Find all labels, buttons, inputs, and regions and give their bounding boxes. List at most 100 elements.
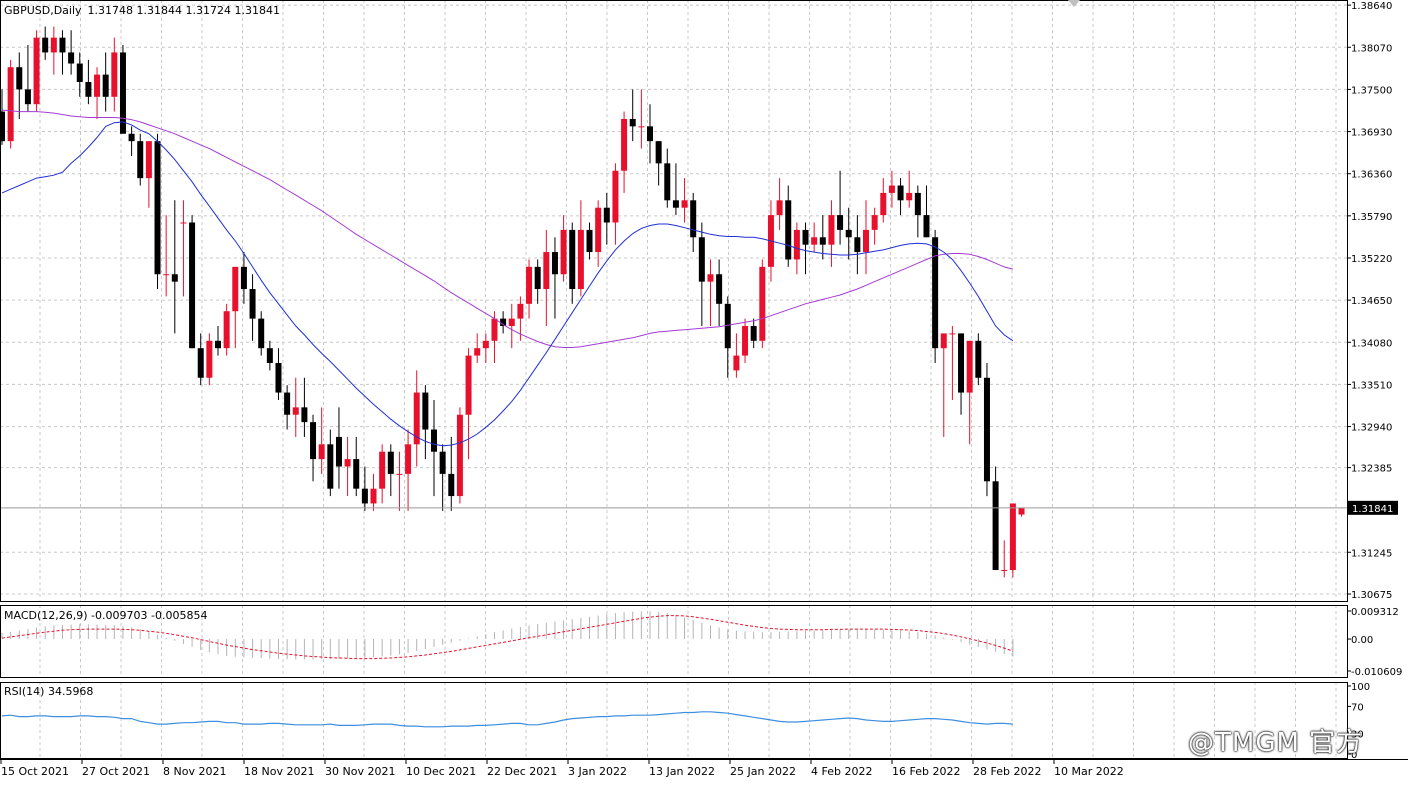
candle-body xyxy=(94,74,101,97)
candle-body xyxy=(284,392,291,415)
candle-body xyxy=(517,303,524,319)
candle-body xyxy=(413,392,420,445)
candle-body xyxy=(543,252,550,290)
macd-tick-label: 0.009312 xyxy=(1351,607,1399,618)
candle-body xyxy=(128,133,135,142)
candle-body xyxy=(439,451,446,474)
candle-body xyxy=(811,237,818,245)
candle-body xyxy=(888,185,895,193)
candle-body xyxy=(526,266,533,304)
candle-body xyxy=(759,266,766,341)
time-tick-label: 4 Feb 2022 xyxy=(811,765,872,778)
candle-body xyxy=(85,82,92,97)
candle-body xyxy=(586,229,593,253)
macd-histogram xyxy=(1,611,1014,660)
candle-body xyxy=(629,118,636,127)
candle-body xyxy=(906,192,913,201)
panel-frames xyxy=(0,0,1408,760)
candle-body xyxy=(42,37,49,53)
candle-body xyxy=(690,200,697,238)
candle-body xyxy=(275,362,282,393)
candle-body xyxy=(119,52,126,134)
candle-body xyxy=(828,215,835,245)
rsi-line xyxy=(1,711,1013,728)
price-tick-label: 1.30675 xyxy=(1351,590,1392,601)
candle-body xyxy=(793,229,800,260)
candle-body xyxy=(111,52,118,97)
candle-body xyxy=(370,488,377,504)
candle-body xyxy=(750,326,757,341)
macd-tick-label: 0.00 xyxy=(1351,635,1373,646)
candle-body xyxy=(1009,503,1016,571)
macd-tick-label: -0.010609 xyxy=(1351,667,1402,678)
candle-body xyxy=(482,340,489,349)
time-tick-label: 18 Nov 2021 xyxy=(244,765,314,778)
candle-body xyxy=(983,377,990,482)
candle-body xyxy=(361,488,368,504)
time-tick-label: 22 Dec 2021 xyxy=(487,765,557,778)
current-price-tag: 1.31841 xyxy=(1348,500,1398,515)
candle-body xyxy=(621,118,628,171)
candle-body xyxy=(232,266,239,312)
price-tick-label: 1.36360 xyxy=(1351,170,1392,181)
candle-body xyxy=(897,185,904,201)
candle-body xyxy=(975,340,982,378)
candle-body xyxy=(569,229,576,290)
price-tick-label: 1.38070 xyxy=(1351,43,1392,54)
candle-body xyxy=(448,473,455,497)
chart-symbol-label: GBPUSD,Daily 1.31748 1.31844 1.31724 1.31… xyxy=(4,4,280,17)
candle-body xyxy=(102,74,109,97)
candle-body xyxy=(707,274,714,282)
candle-body xyxy=(603,207,610,223)
time-tick-label: 13 Jan 2022 xyxy=(649,765,715,778)
candle-body xyxy=(163,274,170,276)
candle-body xyxy=(422,392,429,430)
candle-body xyxy=(180,222,187,224)
slow-moving-average-line xyxy=(1,109,1014,348)
candle-body xyxy=(197,348,204,378)
ohlc-text: 1.31748 1.31844 1.31724 1.31841 xyxy=(88,4,280,17)
candle-body xyxy=(456,414,463,497)
time-tick-label: 8 Nov 2021 xyxy=(163,765,226,778)
rsi-tick-label: 30 xyxy=(1351,730,1364,741)
candle-body xyxy=(819,237,826,245)
price-tick-label: 1.38640 xyxy=(1351,1,1392,12)
candle-body xyxy=(292,407,299,415)
panel-frame xyxy=(0,682,1348,759)
grid-lines xyxy=(0,0,1347,758)
candle-body xyxy=(923,215,930,238)
time-tick-label: 27 Oct 2021 xyxy=(82,765,150,778)
price-tick-label: 1.35790 xyxy=(1351,212,1392,223)
candle-body xyxy=(33,37,40,105)
time-tick-label: 15 Oct 2021 xyxy=(1,765,69,778)
candle-body xyxy=(854,237,861,253)
candle-body xyxy=(880,192,887,216)
candle-body xyxy=(940,333,947,349)
candle-body xyxy=(171,274,178,282)
candle-body xyxy=(698,237,705,282)
candle-body xyxy=(871,215,878,230)
candle-body xyxy=(258,318,265,349)
candle-body xyxy=(560,229,567,275)
symbol-text: GBPUSD,Daily xyxy=(4,4,82,17)
price-tick-label: 1.34080 xyxy=(1351,338,1392,349)
candle-body xyxy=(223,311,230,349)
candle-body xyxy=(335,436,342,467)
rsi-label: RSI(14) 34.5968 xyxy=(4,685,93,698)
candle-body xyxy=(310,422,317,460)
candle-body xyxy=(474,348,481,356)
candle-body xyxy=(958,333,965,393)
candle-body xyxy=(500,318,507,327)
price-tick-label: 1.36930 xyxy=(1351,128,1392,139)
shift-marker-icon[interactable] xyxy=(1068,0,1080,7)
candle-body xyxy=(353,459,360,489)
candle-body xyxy=(215,340,221,349)
candle-body xyxy=(742,326,749,356)
candle-body xyxy=(431,429,437,452)
candle-body xyxy=(802,229,809,245)
time-tick-label: 10 Dec 2021 xyxy=(406,765,476,778)
candle-body xyxy=(16,67,23,90)
price-tick-label: 1.37500 xyxy=(1351,85,1392,96)
candle-body xyxy=(837,215,844,230)
